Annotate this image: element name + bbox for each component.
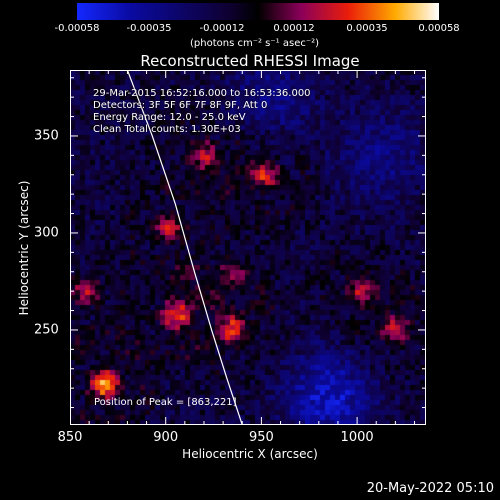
x-tick-label: 1000 [340, 430, 374, 445]
y-tick-label: 250 [34, 322, 59, 338]
chart-title: Reconstructed RHESSI Image [140, 52, 360, 70]
time-range-label: 29-Mar-2015 16:52:16.000 to 16:53:36.000 [93, 88, 311, 99]
y-axis-label: Heliocentric Y (arcsec) [17, 180, 31, 316]
colorbar [77, 3, 439, 20]
x-tick-label: 900 [153, 430, 179, 445]
y-tick-label: 300 [34, 225, 59, 241]
colorbar-unit-label: (photons cm⁻² s⁻¹ asec⁻²) [190, 38, 320, 49]
plot-area [70, 70, 426, 425]
colorbar-tick: -0.00012 [199, 23, 245, 34]
colorbar-tick: 0.00035 [346, 23, 388, 34]
datestamp: 20-May-2022 05:10 [366, 481, 494, 496]
heatmap-image [70, 70, 426, 425]
colorbar-tick: 0.00058 [418, 23, 460, 34]
colorbar-tick: -0.00058 [54, 23, 100, 34]
clean-counts-label: Clean Total counts: 1.30E+03 [93, 124, 241, 135]
plot-frame [70, 70, 426, 425]
detectors-label: Detectors: 3F 5F 6F 7F 8F 9F, Att 0 [93, 100, 268, 111]
colorbar-tick: -0.00035 [126, 23, 172, 34]
colorbar-tick-labels: -0.00058 -0.00035 -0.00012 0.00012 0.000… [0, 23, 500, 37]
peak-position-label: Position of Peak = [863,221] [94, 397, 237, 408]
x-axis-label: Heliocentric X (arcsec) [182, 447, 318, 461]
solar-limb-line [126, 70, 243, 425]
y-tick-label: 350 [34, 128, 59, 144]
colorbar-tick: 0.00012 [273, 23, 315, 34]
x-tick-label: 850 [57, 430, 83, 445]
plot-overlay [70, 70, 426, 425]
x-tick-label: 950 [248, 430, 274, 445]
energy-range-label: Energy Range: 12.0 - 25.0 keV [93, 112, 246, 123]
